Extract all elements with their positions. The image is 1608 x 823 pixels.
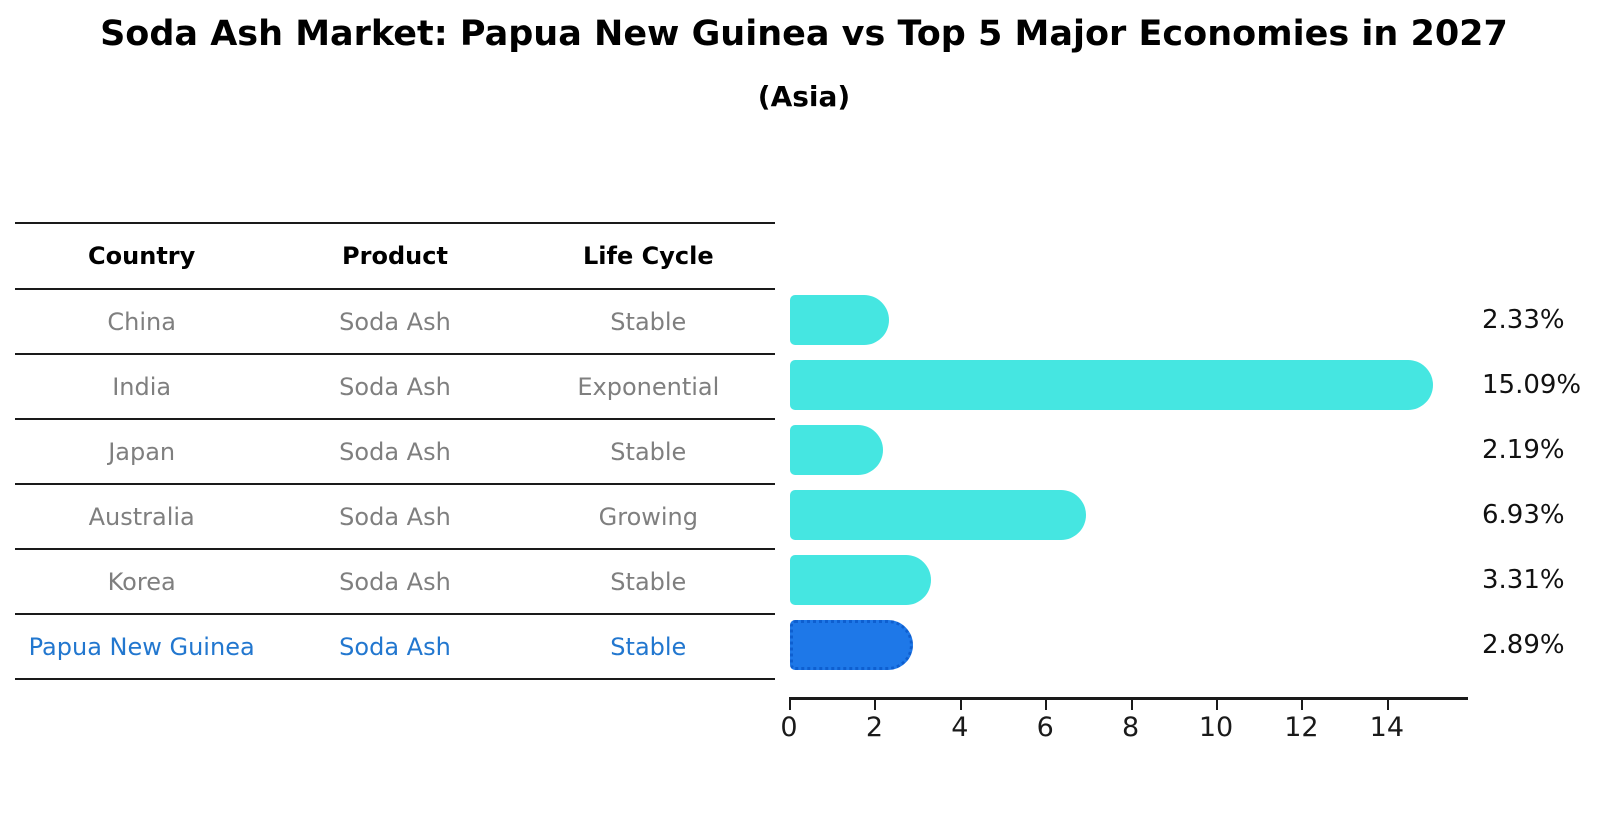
x-tick-label: 8 [1122, 712, 1140, 743]
value-label: 2.89% [1482, 630, 1565, 660]
x-axis: 0 2 4 6 8 10 12 14 [780, 697, 1468, 767]
country-cell: Japan [108, 437, 176, 466]
country-cell: Korea [107, 567, 176, 596]
lifecycle-cell: Exponential [577, 372, 720, 401]
product-cell: Soda Ash [339, 632, 451, 661]
value-label: 3.31% [1482, 565, 1565, 595]
chart-subtitle: (Asia) [757, 80, 851, 113]
lifecycle-cell: Stable [610, 632, 687, 661]
country-cell: Papua New Guinea [28, 632, 255, 661]
value-label: 2.19% [1482, 435, 1565, 465]
bar-papua-new-guinea [790, 620, 914, 670]
value-label: 2.33% [1482, 305, 1565, 335]
x-tick-label: 12 [1284, 712, 1319, 743]
table-row: China Soda Ash Stable [15, 290, 775, 355]
table-row: Korea Soda Ash Stable [15, 550, 775, 615]
x-axis-line [789, 697, 1468, 700]
bar-row [790, 548, 1468, 613]
x-tick-label: 0 [780, 712, 798, 743]
bar-korea [790, 555, 932, 605]
x-tick-label: 4 [951, 712, 969, 743]
bar-india [790, 360, 1434, 410]
header-lifecycle: Life Cycle [583, 242, 714, 270]
product-cell: Soda Ash [339, 567, 451, 596]
bar-japan [790, 425, 884, 475]
country-cell: Australia [88, 502, 195, 531]
table-row: Papua New Guinea Soda Ash Stable [15, 615, 775, 678]
x-tick-label: 6 [1036, 712, 1054, 743]
x-tick-mark [1386, 697, 1389, 710]
bar-chart [790, 288, 1468, 678]
value-labels: 2.33% 15.09% 2.19% 6.93% 3.31% 2.89% [1482, 288, 1608, 678]
product-cell: Soda Ash [339, 502, 451, 531]
table-row: Australia Soda Ash Growing [15, 485, 775, 550]
product-cell: Soda Ash [339, 437, 451, 466]
table-body: China Soda Ash Stable India Soda Ash Exp… [15, 290, 775, 678]
bar-row [790, 483, 1468, 548]
bar-row [790, 288, 1468, 353]
header-product: Product [342, 242, 448, 270]
x-tick-label: 10 [1198, 712, 1234, 743]
product-cell: Soda Ash [339, 372, 451, 401]
value-label: 6.93% [1482, 500, 1565, 530]
bar-row [790, 418, 1468, 483]
lifecycle-cell: Stable [610, 567, 687, 596]
x-tick-mark [1045, 697, 1048, 710]
table-row: Japan Soda Ash Stable [15, 420, 775, 485]
table-row: India Soda Ash Exponential [15, 355, 775, 420]
x-tick-mark [1130, 697, 1133, 710]
table-header-row: Country Product Life Cycle [15, 224, 775, 290]
country-cell: India [112, 372, 172, 401]
value-label: 15.09% [1482, 370, 1582, 400]
bar-row [790, 353, 1468, 418]
chart-title: Soda Ash Market: Papua New Guinea vs Top… [100, 14, 1508, 54]
x-tick-label: 2 [865, 712, 883, 743]
lifecycle-cell: Growing [598, 502, 698, 531]
lifecycle-cell: Stable [610, 307, 687, 336]
x-tick-mark [959, 697, 962, 710]
country-cell: China [107, 307, 176, 336]
x-tick-label: 14 [1369, 712, 1405, 743]
country-table: Country Product Life Cycle China Soda As… [15, 222, 775, 680]
header-country: Country [88, 242, 196, 270]
x-tick-mark [1216, 697, 1219, 710]
product-cell: Soda Ash [339, 307, 451, 336]
bar-australia [790, 490, 1086, 540]
x-tick-mark [1301, 697, 1304, 710]
lifecycle-cell: Stable [610, 437, 687, 466]
x-tick-mark [789, 697, 791, 710]
x-tick-mark [874, 697, 877, 710]
bar-row [790, 613, 1468, 678]
bar-china [790, 295, 890, 345]
